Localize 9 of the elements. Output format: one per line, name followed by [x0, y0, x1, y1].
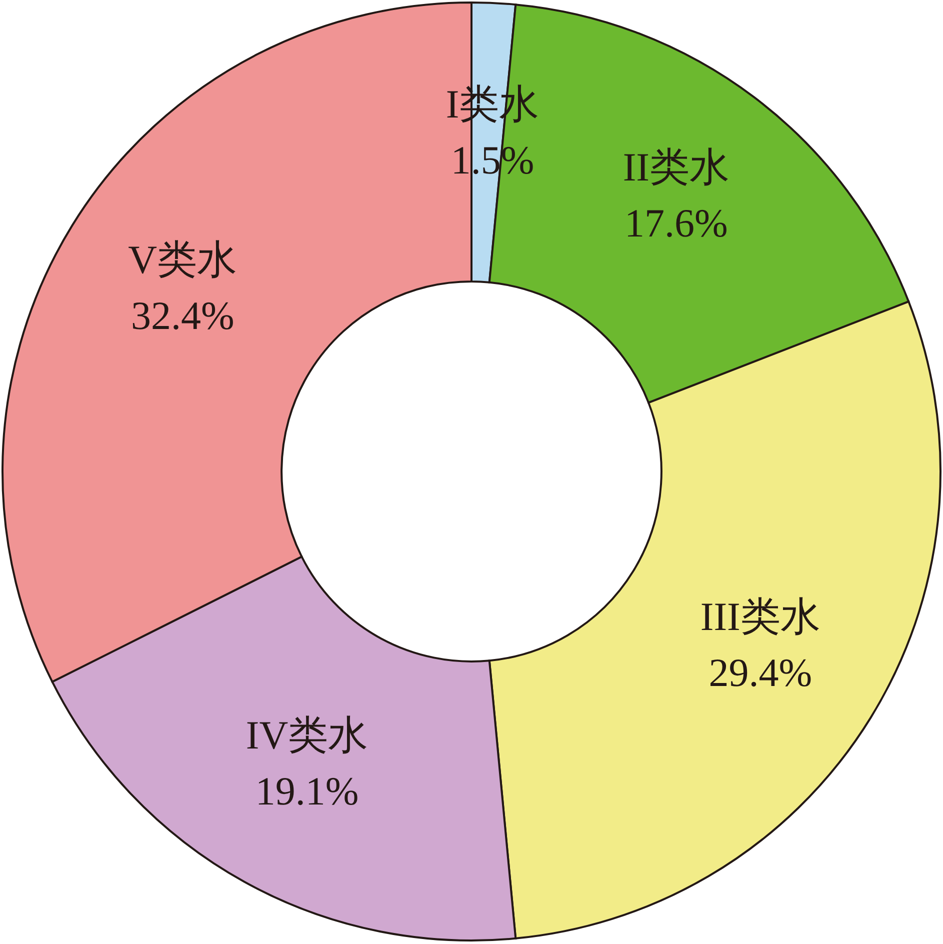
slice-label: V类水	[128, 237, 238, 282]
slice-label: III类水	[700, 594, 820, 639]
data-label: 29.4%	[708, 650, 812, 695]
data-label: 17.6%	[624, 200, 728, 246]
slice-label: IV类水	[246, 712, 368, 758]
data-label: 1.5%	[450, 137, 534, 182]
slice-label: II类水	[622, 144, 730, 190]
data-label: 32.4%	[130, 293, 234, 338]
data-label: 19.1%	[255, 768, 359, 814]
